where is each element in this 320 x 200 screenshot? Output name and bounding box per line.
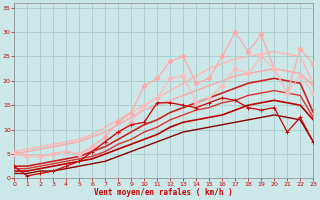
X-axis label: Vent moyen/en rafales ( km/h ): Vent moyen/en rafales ( km/h ) — [94, 188, 233, 197]
